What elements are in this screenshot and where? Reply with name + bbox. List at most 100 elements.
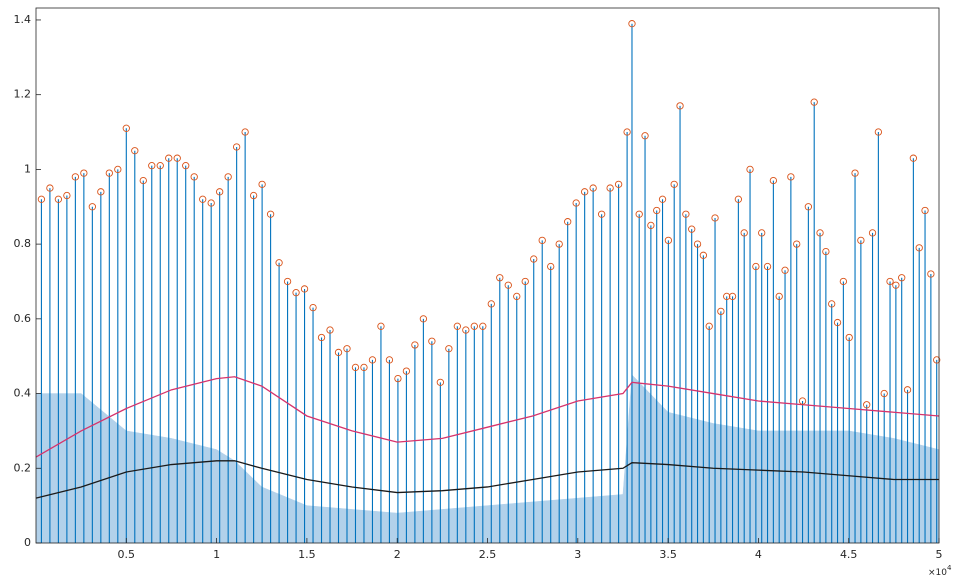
peak-marker <box>266 210 275 218</box>
peak-marker <box>597 210 606 218</box>
peak-marker <box>394 374 402 383</box>
peak-marker <box>693 240 702 248</box>
peak-marker <box>547 262 555 271</box>
peak-marker <box>555 240 563 248</box>
peak-marker <box>334 348 343 357</box>
peak-marker <box>241 128 249 136</box>
peak-marker <box>892 281 900 289</box>
y-tick-label: 0.6 <box>14 312 32 325</box>
x-tick-label: 4.5 <box>840 548 858 561</box>
peak-marker <box>564 218 572 226</box>
peak-marker <box>445 345 453 353</box>
peak-marker <box>670 180 678 188</box>
peak-marker <box>798 397 807 405</box>
peak-marker <box>915 244 923 252</box>
peak-marker <box>63 191 71 200</box>
peak-marker <box>326 326 334 334</box>
peak-marker <box>857 236 865 245</box>
peak-marker <box>717 307 725 316</box>
peak-marker <box>903 386 912 394</box>
peak-marker <box>317 333 326 342</box>
peak-marker <box>114 165 122 174</box>
peak-marker <box>909 154 918 162</box>
y-tick-label: 0.4 <box>14 387 32 400</box>
peak-marker <box>462 326 470 334</box>
peak-marker <box>300 285 309 293</box>
x-tick-label: 2 <box>394 548 401 561</box>
peak-marker <box>283 277 292 286</box>
x-tick-label: 0.5 <box>118 548 136 561</box>
peak-marker <box>309 303 317 312</box>
peak-marker <box>874 128 883 136</box>
peak-marker <box>845 333 853 342</box>
peak-marker <box>428 337 436 345</box>
peak-marker <box>402 367 411 375</box>
peak-marker <box>419 315 428 323</box>
peak-marker <box>470 322 478 330</box>
peak-marker <box>411 341 419 349</box>
x-tick-label: 3 <box>574 548 581 561</box>
peak-marker <box>758 229 766 237</box>
peak-marker <box>699 251 708 259</box>
peak-marker <box>156 162 164 170</box>
peak-marker <box>933 356 941 364</box>
peak-marker <box>752 262 760 271</box>
peak-marker <box>863 401 871 409</box>
peak-marker <box>688 225 696 233</box>
peak-marker <box>581 188 589 196</box>
peak-marker <box>521 277 529 286</box>
peak-marker <box>504 281 512 289</box>
peak-marker <box>728 292 737 301</box>
peak-marker <box>37 195 46 203</box>
peak-marker <box>530 255 538 263</box>
peak-marker <box>377 322 385 330</box>
x-tick-label: 5 <box>936 548 943 561</box>
peak-marker <box>653 206 661 215</box>
peak-marker <box>572 199 580 207</box>
peak-marker <box>385 356 394 364</box>
peak-marker <box>921 206 929 215</box>
peak-marker <box>199 195 207 203</box>
y-tick-label: 0.8 <box>14 237 32 250</box>
peak-marker <box>46 184 54 192</box>
peak-marker <box>131 147 139 155</box>
peak-marker <box>232 143 241 151</box>
peak-marker <box>190 173 198 181</box>
peak-marker <box>139 176 147 185</box>
peak-marker <box>368 356 377 364</box>
peak-marker <box>292 289 300 297</box>
peak-marker <box>360 363 368 372</box>
x-tick-label: 1 <box>213 548 220 561</box>
peak-marker <box>647 221 655 230</box>
y-tick-label: 0 <box>24 536 31 549</box>
peak-marker <box>658 195 667 203</box>
peak-marker <box>182 162 190 170</box>
peak-marker <box>705 322 713 330</box>
peak-marker <box>828 300 836 308</box>
peak-marker <box>641 132 649 140</box>
peak-marker <box>614 180 623 188</box>
y-tick-label: 1.2 <box>14 88 32 101</box>
x-multiplier: ×104 <box>928 564 952 578</box>
peak-marker <box>165 154 173 162</box>
peak-marker <box>886 277 894 286</box>
peak-marker <box>775 292 783 301</box>
peak-marker <box>793 240 801 248</box>
peak-marker <box>787 173 795 181</box>
peak-marker <box>804 203 813 211</box>
peak-marker <box>763 262 772 271</box>
peak-marker <box>781 266 789 274</box>
peak-marker <box>868 229 877 237</box>
peak-marker <box>105 169 113 177</box>
peak-marker <box>487 300 495 308</box>
marks <box>35 20 941 544</box>
peak-marker <box>538 236 546 245</box>
peak-marker <box>740 229 748 237</box>
peak-marker <box>628 20 636 28</box>
peak-marker <box>676 102 684 110</box>
peak-marker <box>496 274 504 282</box>
peak-marker <box>54 195 63 203</box>
peak-marker <box>343 345 351 353</box>
peak-marker <box>810 98 818 106</box>
